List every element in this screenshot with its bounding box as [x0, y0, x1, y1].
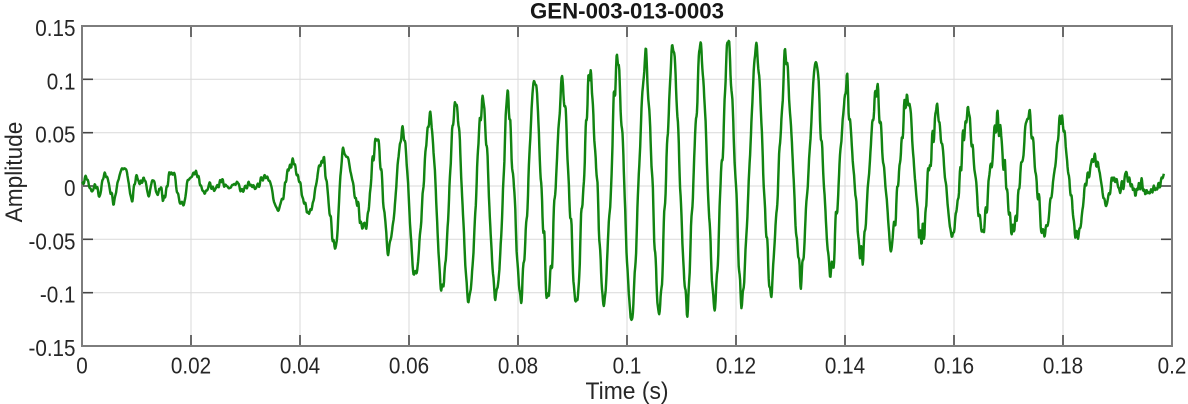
svg-text:0.14: 0.14	[825, 353, 865, 379]
svg-text:0.06: 0.06	[389, 353, 429, 379]
svg-text:-0.1: -0.1	[40, 282, 76, 308]
svg-text:-0.15: -0.15	[29, 335, 76, 361]
svg-text:0.18: 0.18	[1043, 353, 1083, 379]
svg-text:0.15: 0.15	[35, 15, 75, 41]
svg-text:0: 0	[76, 353, 88, 379]
svg-text:Time (s): Time (s)	[586, 378, 669, 404]
svg-text:-0.05: -0.05	[29, 228, 76, 254]
svg-text:0: 0	[64, 175, 76, 201]
svg-text:0.1: 0.1	[613, 353, 642, 379]
svg-text:0.2: 0.2	[1158, 353, 1187, 379]
svg-text:0.12: 0.12	[716, 353, 756, 379]
svg-text:0.04: 0.04	[280, 353, 320, 379]
svg-text:0.08: 0.08	[498, 353, 538, 379]
svg-text:0.02: 0.02	[171, 353, 211, 379]
svg-text:GEN-003-013-0003: GEN-003-013-0003	[530, 0, 724, 23]
svg-text:0.1: 0.1	[47, 68, 76, 94]
svg-text:0.16: 0.16	[934, 353, 974, 379]
svg-text:0.05: 0.05	[35, 122, 75, 148]
svg-text:Amplitude: Amplitude	[1, 122, 28, 223]
